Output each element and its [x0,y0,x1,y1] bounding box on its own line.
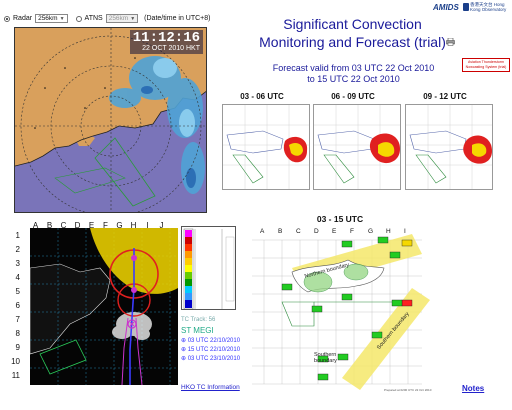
southern-boundary-label: Southern boundary [314,352,337,364]
title-line-1: Significant Convection [283,16,422,32]
radar-controls: Radar 256km ▼ ATNS 256km ▼ (Date/time in U… [4,13,211,24]
title-line-2: Monitoring and Forecast (trial) [259,34,446,50]
row-label: 5 [15,287,20,296]
row-label: 7 [15,315,20,324]
map-col-label: H [386,228,391,235]
map-col-label: D [314,228,319,235]
position-3: ⊕ 03 UTC 23/10/2010 [181,356,241,362]
atns-range-select[interactable]: 256km ▼ [105,14,139,23]
position-1: ⊕ 03 UTC 22/10/2010 [181,338,241,344]
col-label: D [74,221,81,230]
forecast-validity: Forecast valid from 03 UTC 22 Oct 2010 t… [246,63,461,85]
atns-label: ATNS [84,15,103,22]
main-forecast-label: 03 - 15 UTC [316,214,364,224]
tc-track-image[interactable] [30,228,178,385]
position-2: ⊕ 15 UTC 22/10/2010 [181,347,241,353]
col-label: C [60,221,67,230]
col-label: G [116,221,123,230]
hko-emblem-icon [463,3,469,11]
map-col-label: C [296,228,301,235]
row-label: 10 [11,357,20,366]
row-label: 4 [15,273,20,282]
forecast-thumb-06-09[interactable] [313,104,401,190]
notes-link[interactable]: Notes [462,384,485,393]
forecast-thumb-09-12[interactable] [405,104,493,190]
amids-logo: AMIDS [433,3,459,12]
col-label: J [159,221,164,230]
validity-line-2: to 15 UTC 22 Oct 2010 [307,74,400,84]
forecast-thumb-03-06[interactable] [222,104,310,190]
prepared-time: Prepared at 0200 UTC 22 Oct 2010 [384,388,432,392]
atns-radio[interactable] [75,15,82,22]
radar-date: 22 OCT 2010 HKT [142,45,200,52]
position-dot-icon: ⊕ [181,338,188,344]
row-label: 2 [15,245,20,254]
main-forecast-map[interactable]: A B C D E F G H I Northern boundary Sout… [252,228,442,393]
page-title: Significant Convection Monitoring and Fo… [250,15,455,51]
map-col-label: B [278,228,283,235]
radar-label: Radar [13,15,33,22]
storm-name: ST MEGI [181,326,214,335]
hko-tc-information-link[interactable]: HKO TC Information [181,384,240,391]
radar-range-select[interactable]: 256km ▼ [35,14,68,23]
position-dot-icon: ⊕ [181,356,188,362]
timezone-note: (Date/time in UTC+8) [144,15,211,22]
row-label: 1 [15,231,20,240]
nowcasting-system-link[interactable]: Aviation Thunderstorm Nowcasting System … [462,58,510,72]
row-label: 3 [15,259,20,268]
radar-radio[interactable] [4,15,10,22]
map-col-label: G [368,228,374,235]
print-icon[interactable] [446,38,455,46]
thumb-label-3: 09 - 12 UTC [423,92,467,101]
validity-line-1: Forecast valid from 03 UTC 22 Oct 2010 [272,63,435,73]
col-label: B [46,221,53,230]
row-label: 11 [11,371,20,380]
tc-info: TC Track: 56 ST MEGI ⊕ 03 UTC 22/10/2010… [181,316,261,364]
row-label: 9 [15,343,20,352]
row-label: 6 [15,301,20,310]
col-label: I [146,221,149,230]
map-col-labels: A B C D E F G H I [252,228,442,240]
col-label: F [103,221,108,230]
thumb-label-2: 06 - 09 UTC [331,92,375,101]
col-label: E [88,221,95,230]
map-col-label: I [404,228,406,235]
radar-image[interactable]: 11:12:16 22 OCT 2010 HKT [14,27,207,213]
position-dot-icon: ⊕ [181,347,188,353]
tc-track-label: TC Track: 56 [181,317,216,323]
col-label: A [32,221,39,230]
row-label: 8 [15,329,20,338]
radar-timestamp: 11:12:16 22 OCT 2010 HKT [129,30,203,54]
col-label: H [130,221,137,230]
thumb-label-1: 03 - 06 UTC [240,92,284,101]
radar-time: 11:12:16 [132,30,200,46]
hko-logo: 香港天文台 Hong Kong Observatory [470,2,507,12]
rainfall-legend [181,226,236,310]
map-col-label: F [350,228,354,235]
map-col-label: E [332,228,337,235]
map-col-label: A [260,228,265,235]
